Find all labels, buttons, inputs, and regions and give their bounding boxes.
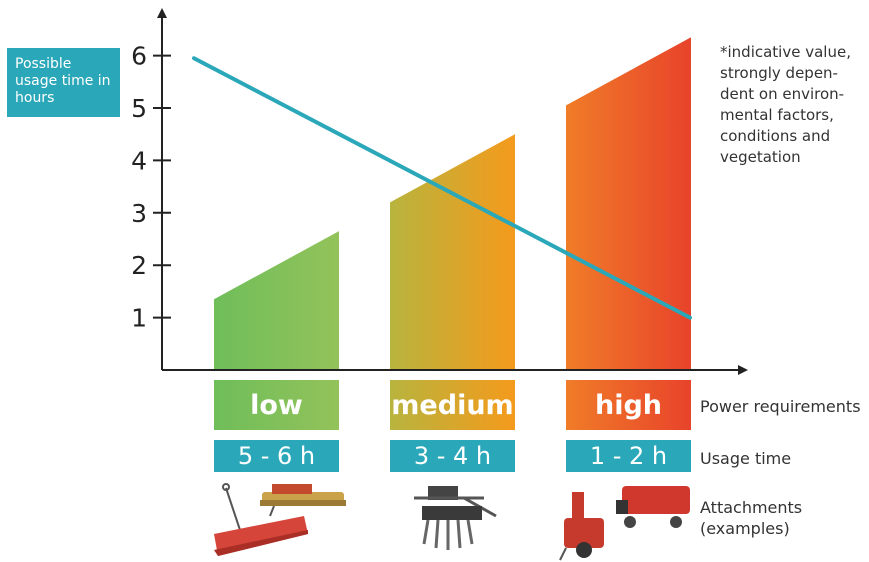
usage-time-medium: 3 - 4 h <box>390 440 515 472</box>
x-axis-arrow <box>738 365 748 375</box>
y-axis-arrow <box>157 8 167 18</box>
usage-time-high-label: 1 - 2 h <box>589 442 668 470</box>
y-axis-label: Possible usage time in hours <box>7 48 120 117</box>
sweeper-brush-icon <box>260 484 346 517</box>
rotary-brush-icon <box>414 486 497 550</box>
y-tick-label-6: 6 <box>131 42 147 71</box>
y-tick-label-4: 4 <box>131 146 147 175</box>
axes-layer <box>157 8 748 375</box>
category-medium-box: medium <box>390 380 515 430</box>
category-low-label: low <box>250 389 303 421</box>
bar-high <box>566 37 691 370</box>
bar-low <box>214 231 339 370</box>
rotary-tiller-icon <box>616 486 690 528</box>
usage-time-label: Usage time <box>700 449 792 468</box>
category-low-box: low <box>214 380 339 430</box>
usage-time-low: 5 - 6 h <box>214 440 339 472</box>
snow-blower-icon <box>559 492 604 561</box>
bar-medium <box>390 134 515 370</box>
power-requirements-label: Power requirements <box>700 397 861 416</box>
y-tick-label-1: 1 <box>131 304 147 333</box>
category-high-box: high <box>566 380 691 430</box>
usage-time-low-label: 5 - 6 h <box>237 442 316 470</box>
category-medium-label: medium <box>391 389 514 421</box>
attachments-medium-image <box>414 486 497 550</box>
y-tick-label-2: 2 <box>131 251 147 280</box>
line-layer <box>192 56 692 320</box>
bars-layer <box>214 37 691 370</box>
y-tick-label-3: 3 <box>131 199 147 228</box>
attachments-high-image <box>559 486 690 561</box>
attachments-label: Attachments (examples) <box>700 498 803 538</box>
footnote: *indicative value, strongly depen- dent … <box>720 43 851 166</box>
category-high-label: high <box>594 389 663 421</box>
usage-time-high: 1 - 2 h <box>566 440 691 472</box>
ticks-layer: 1 2 3 4 5 6 <box>131 42 171 333</box>
y-tick-label-5: 5 <box>131 94 147 123</box>
usage-time-medium-label: 3 - 4 h <box>413 442 492 470</box>
attachments-low-image <box>214 483 346 556</box>
snow-plow-blade-icon <box>214 483 308 556</box>
usage-time-trend-line <box>192 56 692 320</box>
